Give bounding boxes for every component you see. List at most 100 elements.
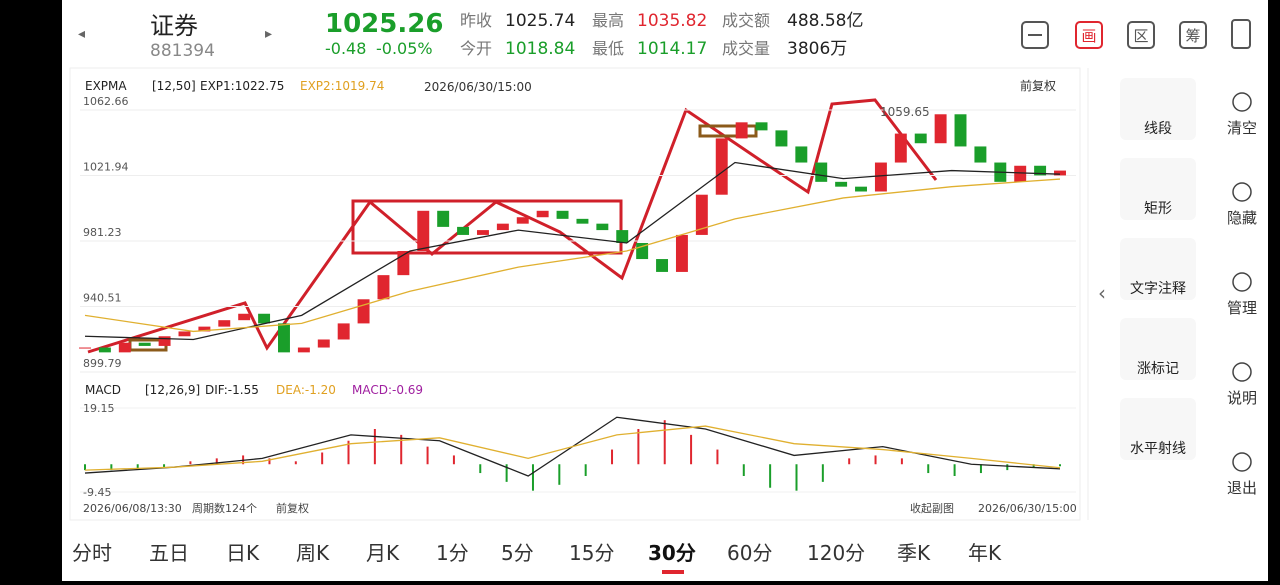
period-tab[interactable]: 5分	[501, 541, 534, 565]
stat-value: 1035.82	[637, 11, 707, 31]
candle	[79, 347, 91, 349]
candle	[178, 331, 191, 337]
candle	[855, 186, 867, 192]
tool-button[interactable]	[1120, 78, 1196, 140]
candle	[715, 138, 728, 195]
candle	[536, 210, 549, 218]
side-icon[interactable]	[1232, 92, 1252, 112]
tool-button[interactable]	[1120, 318, 1196, 380]
candle	[695, 194, 708, 235]
dea-label: DEA:-1.20	[276, 383, 336, 397]
period-tab[interactable]: 30分	[648, 541, 696, 565]
stat-label: 昨收	[460, 11, 492, 30]
period-tab[interactable]: 月K	[366, 541, 400, 565]
candle	[118, 342, 131, 353]
drawn-rect	[351, 199, 623, 255]
tool-label: 涨标记	[1137, 361, 1179, 377]
candle	[278, 323, 290, 353]
stat-label: 成交额	[722, 11, 770, 30]
stat-value: 488.58亿	[787, 11, 863, 31]
icon-label: 画	[1081, 27, 1096, 45]
chart-time: 2026/06/30/15:00	[424, 80, 532, 94]
y-tick-label: 940.51	[83, 291, 122, 304]
candle	[377, 275, 390, 300]
candle	[1014, 165, 1027, 182]
candle	[1034, 165, 1047, 176]
footer-text: 前复权	[276, 501, 309, 515]
icon-label: 区	[1133, 27, 1148, 45]
candle	[616, 230, 629, 243]
y-tick-label: 1021.94	[83, 161, 129, 174]
phone-icon[interactable]	[1231, 19, 1251, 49]
period-tab[interactable]: 分时	[72, 541, 112, 565]
candle	[158, 336, 171, 346]
side-label: 退出	[1227, 479, 1257, 497]
tool-button[interactable]	[1120, 238, 1196, 300]
candle	[476, 230, 489, 235]
candle	[835, 181, 848, 187]
y-tick-label: 1062.66	[83, 95, 129, 108]
candle	[675, 234, 688, 272]
candle	[576, 218, 589, 224]
tool-label: 线段	[1144, 121, 1172, 137]
indicator-params: [12,26,9]	[145, 383, 200, 397]
y-tick-label: -9.45	[83, 486, 111, 499]
candle	[297, 347, 310, 353]
candle	[258, 313, 271, 324]
candle	[337, 323, 350, 340]
stat-label: 今开	[460, 39, 492, 58]
indicator-name: MACD	[85, 383, 121, 397]
side-label: 管理	[1227, 299, 1257, 317]
indicator-line	[84, 425, 1061, 471]
period-tab[interactable]: 周K	[296, 541, 330, 565]
period-tab[interactable]: 15分	[569, 541, 614, 565]
candle	[556, 210, 569, 219]
side-icon[interactable]	[1232, 452, 1252, 472]
icon-box[interactable]	[1075, 21, 1103, 49]
footer-text[interactable]: 收起副图	[910, 501, 954, 515]
candle	[98, 347, 111, 353]
icon-box[interactable]	[1127, 21, 1155, 49]
stat-label: 成交量	[722, 39, 770, 58]
adjust[interactable]: 前复权	[1020, 78, 1056, 93]
period-tab[interactable]: 季K	[897, 541, 931, 565]
dif-label: DIF:-1.55	[205, 383, 259, 397]
candle	[457, 226, 470, 235]
candle	[954, 114, 967, 147]
side-label: 清空	[1227, 119, 1257, 137]
side-label: 隐藏	[1227, 209, 1257, 227]
candle	[516, 217, 529, 224]
prev-arrow[interactable]: ◂	[78, 26, 85, 42]
price: 1025.26	[325, 9, 443, 39]
candle	[218, 320, 231, 327]
candle	[735, 122, 748, 139]
candle	[914, 133, 927, 144]
icon-box[interactable]	[1179, 21, 1207, 49]
period-tab[interactable]: 五日	[149, 541, 189, 565]
footer-text: 2026/06/30/15:00	[978, 502, 1077, 515]
change: -0.48	[325, 39, 366, 58]
tool-button[interactable]	[1120, 158, 1196, 220]
tool-button[interactable]	[1120, 398, 1196, 460]
side-icon[interactable]	[1232, 272, 1252, 292]
period-tab[interactable]: 1分	[436, 541, 469, 565]
y-tick-label: 899.79	[83, 357, 122, 370]
footer-text: 2026/06/08/13:30	[83, 502, 182, 515]
icon-box[interactable]	[1021, 21, 1049, 49]
period-tab[interactable]: 60分	[727, 541, 772, 565]
candle	[815, 162, 828, 182]
candle	[437, 210, 450, 227]
y-tick-label: 19.15	[83, 402, 115, 415]
period-tab[interactable]: 年K	[968, 541, 1002, 565]
candle	[656, 259, 669, 272]
side-icon[interactable]	[1232, 182, 1252, 202]
exp2-label: EXP2:1019.74	[300, 79, 384, 93]
next-arrow[interactable]: ▸	[265, 26, 272, 42]
side-icon[interactable]	[1232, 362, 1252, 382]
collapse-arrow[interactable]: ‹	[1098, 281, 1106, 305]
exp1-label: EXP1:1022.75	[200, 79, 284, 93]
period-tab[interactable]: 120分	[807, 541, 865, 565]
period-tab[interactable]: 日K	[226, 541, 260, 565]
stat-label: 最低	[592, 39, 624, 58]
stat-value: 1025.74	[505, 11, 575, 31]
